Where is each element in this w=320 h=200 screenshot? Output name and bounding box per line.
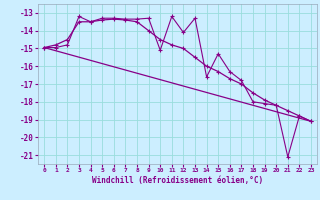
X-axis label: Windchill (Refroidissement éolien,°C): Windchill (Refroidissement éolien,°C) <box>92 176 263 185</box>
